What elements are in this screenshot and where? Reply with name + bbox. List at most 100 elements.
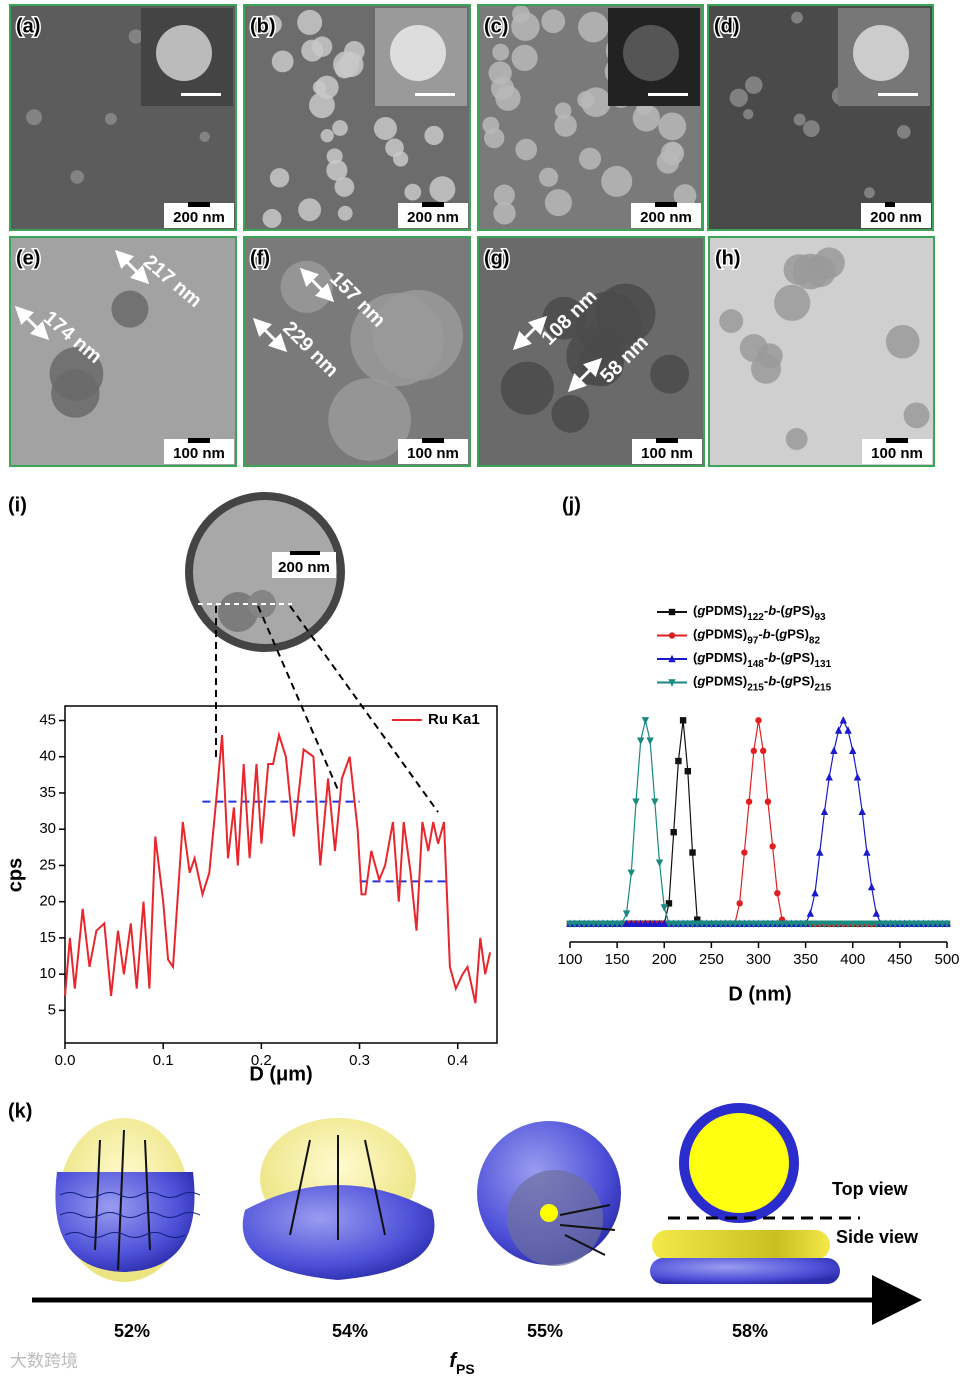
marker [773, 920, 782, 928]
particle [791, 11, 803, 24]
marker [750, 747, 757, 755]
marker [825, 920, 833, 928]
marker [669, 920, 678, 928]
marker [943, 920, 951, 928]
marker [905, 920, 913, 928]
particle [280, 260, 333, 313]
scale-bar-label: 200 nm [173, 209, 225, 226]
marker [891, 920, 899, 928]
scale-bar [188, 202, 210, 207]
marker [863, 848, 871, 856]
scale-bar-bg [398, 439, 468, 464]
inset-image: 200 nm [185, 492, 439, 813]
marker [670, 828, 677, 836]
particle [332, 120, 348, 136]
scale-bar [188, 438, 210, 443]
marker [764, 920, 772, 928]
size-arrow [567, 357, 603, 393]
marker [679, 920, 687, 928]
marker [825, 773, 833, 781]
marker [839, 920, 848, 928]
particle [328, 378, 412, 461]
particle [337, 205, 353, 221]
scale-bar [422, 202, 444, 207]
panel-label: (b) [250, 15, 276, 37]
particle [311, 36, 333, 57]
marker [787, 920, 796, 928]
marker [726, 920, 734, 928]
marker [608, 920, 617, 928]
marker [599, 920, 607, 928]
scale-bar [422, 438, 444, 443]
legend-label: (gPDMS)148-b-(gPS)131 [693, 650, 832, 670]
panel-border [243, 4, 471, 231]
marker [580, 920, 588, 928]
marker [684, 920, 692, 928]
marker [882, 920, 890, 928]
marker [668, 608, 676, 616]
panel-label: (k) [8, 1100, 32, 1122]
x-tick-label: 350 [793, 951, 818, 968]
panel-label: (j) [562, 494, 581, 516]
marker [764, 798, 772, 805]
marker [924, 920, 932, 928]
panel-border [707, 4, 934, 231]
particle [512, 5, 530, 23]
marker [816, 920, 824, 928]
marker [806, 909, 815, 917]
scale-bar [655, 202, 677, 207]
panel-border [243, 236, 471, 467]
watermark: 大数跨境 [10, 1351, 78, 1370]
size-arrow [512, 315, 548, 351]
micrograph-panel: (d) 200 nm [707, 4, 934, 231]
marker [735, 920, 744, 928]
scale-bar-bg [164, 203, 234, 228]
inset-particle [390, 25, 446, 81]
panel-label: (h) [715, 247, 741, 269]
panel-border [477, 236, 705, 467]
particle [581, 87, 611, 118]
scale-bar-bg [164, 439, 234, 464]
y-tick-label: 20 [39, 893, 56, 910]
marker [933, 920, 942, 928]
panel-label: (a) [16, 15, 40, 37]
marker [668, 654, 676, 663]
marker [717, 920, 725, 928]
micrograph-image [10, 237, 236, 466]
x-tick-label: 0.2 [251, 1052, 272, 1069]
x-tick-label: 150 [605, 951, 630, 968]
marker [575, 920, 584, 928]
marker [721, 920, 730, 928]
marker [618, 920, 626, 928]
marker [853, 773, 862, 781]
x-tick-label: 250 [699, 951, 724, 968]
marker [622, 910, 631, 918]
marker [655, 919, 664, 927]
panel-label: (c) [484, 15, 508, 37]
particle [554, 114, 577, 137]
marker [849, 920, 857, 928]
marker [585, 920, 593, 928]
inset-particle [623, 25, 679, 81]
marker [651, 919, 659, 927]
marker [816, 848, 824, 856]
x-axis-title: D (μm) [249, 1063, 312, 1085]
scale-bar-label: 100 nm [641, 445, 693, 462]
marker [872, 920, 881, 928]
particle [601, 165, 633, 197]
scale-bar [656, 438, 678, 443]
particle [350, 292, 444, 387]
y-tick-label: 45 [39, 711, 56, 728]
marker [655, 859, 664, 867]
particle [542, 296, 586, 340]
micrograph-panel: (a) 200 nm [9, 4, 237, 231]
inset-scale-bar [878, 93, 918, 96]
marker [811, 920, 819, 928]
fraction-label: 58% [732, 1321, 768, 1341]
marker [858, 920, 866, 928]
particle [309, 92, 335, 119]
marker [830, 746, 838, 755]
marker [755, 717, 762, 724]
particle [750, 353, 782, 384]
